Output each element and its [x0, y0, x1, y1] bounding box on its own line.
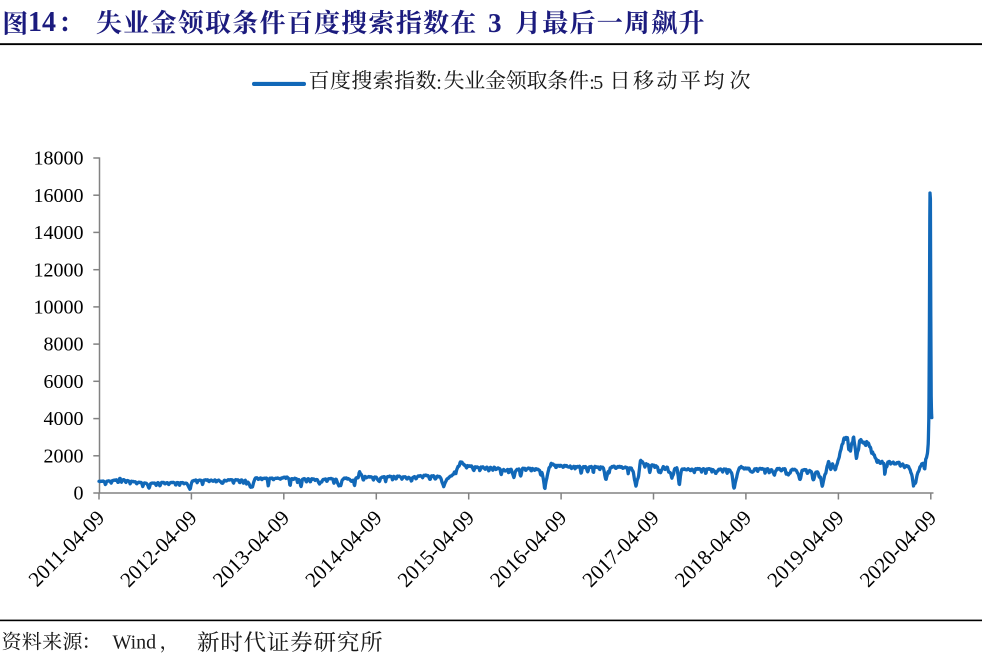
svg-text::: : [589, 72, 595, 94]
svg-text:2019-04-09: 2019-04-09 [762, 506, 848, 592]
svg-text::: : [436, 72, 442, 94]
svg-text:2020-04-09: 2020-04-09 [855, 506, 941, 592]
svg-text:2000: 2000 [44, 445, 84, 467]
svg-text:2012-04-09: 2012-04-09 [115, 506, 201, 592]
svg-text:14: 14 [28, 7, 56, 38]
svg-text:8000: 8000 [44, 334, 84, 356]
svg-text:2011-04-09: 2011-04-09 [24, 506, 110, 592]
svg-text:0: 0 [74, 483, 84, 505]
svg-text:2015-04-09: 2015-04-09 [393, 506, 479, 592]
svg-text:Wind: Wind [113, 632, 157, 654]
svg-text:2014-04-09: 2014-04-09 [300, 506, 386, 592]
svg-text:2016-04-09: 2016-04-09 [485, 506, 571, 592]
svg-text:12000: 12000 [34, 259, 84, 281]
svg-text:3: 3 [488, 8, 502, 38]
svg-text:5: 5 [593, 72, 603, 94]
svg-text:6000: 6000 [44, 371, 84, 393]
svg-text:18000: 18000 [34, 148, 84, 170]
svg-text:10000: 10000 [34, 297, 84, 319]
svg-text:2018-04-09: 2018-04-09 [670, 506, 756, 592]
svg-text:16000: 16000 [34, 185, 84, 207]
svg-text:4000: 4000 [44, 408, 84, 430]
svg-text:2013-04-09: 2013-04-09 [208, 506, 294, 592]
svg-text:14000: 14000 [34, 222, 84, 244]
svg-text:2017-04-09: 2017-04-09 [577, 506, 663, 592]
